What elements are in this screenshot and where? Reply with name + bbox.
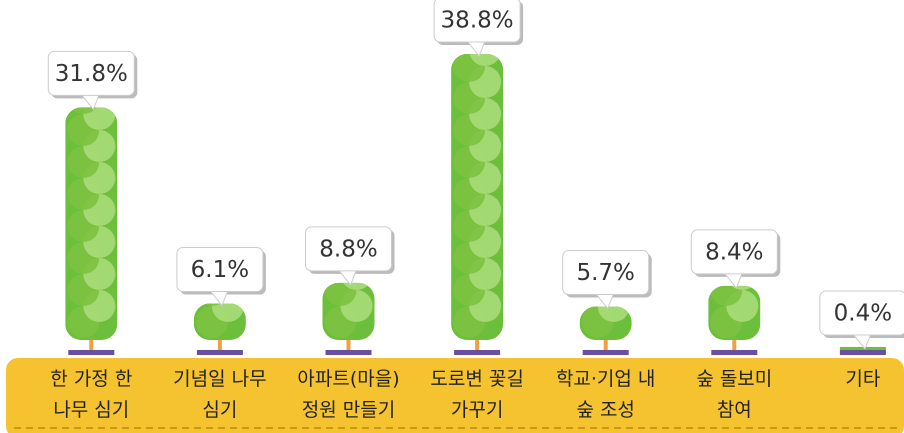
base-line — [583, 350, 629, 355]
category-label: 학교·기업 내 숲 조성 — [542, 364, 670, 426]
base-line — [454, 350, 500, 355]
tree — [451, 34, 503, 340]
value-label: 8.8% — [319, 236, 377, 262]
value-label: 0.4% — [834, 300, 892, 326]
bubble-pointer — [81, 94, 99, 109]
base-line — [711, 350, 757, 355]
bar — [840, 347, 886, 350]
bubble-pointer — [724, 273, 742, 288]
value-label: 31.8% — [55, 61, 128, 87]
value-label: 8.4% — [705, 239, 763, 265]
tree — [65, 82, 117, 340]
category-label: 기념일 나무 심기 — [156, 364, 284, 426]
bubble-pointer — [467, 41, 485, 56]
bubble-pointer — [853, 334, 871, 349]
category-label: 기타 — [799, 364, 904, 395]
base-line — [840, 350, 886, 355]
category-label: 숲 돌보미 참여 — [670, 364, 798, 426]
bubble-pointer — [339, 270, 357, 285]
value-label: 5.7% — [576, 260, 634, 286]
bubble-pointer — [210, 290, 228, 305]
bubble-pointer — [596, 294, 614, 309]
value-label: 38.8% — [441, 8, 514, 34]
value-label: 6.1% — [191, 257, 249, 283]
base-line — [326, 350, 372, 355]
base-line — [197, 350, 243, 355]
category-label: 아파트(마을) 정원 만들기 — [285, 364, 413, 426]
category-label: 한 가정 한 나무 심기 — [27, 364, 155, 426]
chart: 31.8% 6.1% 8.8% 38.8% 5.7% 8.4% 0.4% 한 가정 한 나무… — [0, 0, 904, 433]
base-line — [68, 350, 114, 355]
category-label: 도로변 꽃길 가꾸기 — [413, 364, 541, 426]
